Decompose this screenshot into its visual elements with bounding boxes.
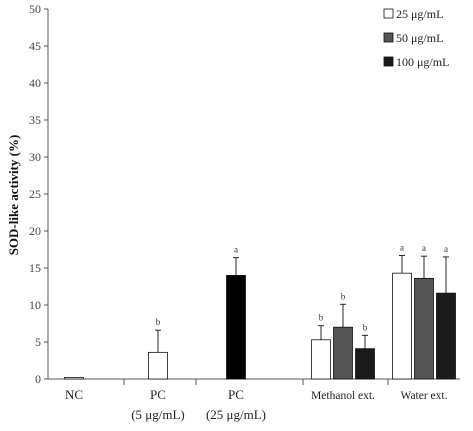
y-tick-label: 30	[29, 150, 41, 164]
x-category-label: Methanol ext.	[311, 390, 375, 402]
significance-letter: a	[400, 242, 404, 252]
bar	[148, 351, 168, 380]
bar	[392, 272, 412, 380]
legend-swatch	[383, 8, 394, 19]
y-tick-label: 20	[29, 224, 41, 238]
y-tick-label: 0	[35, 372, 41, 386]
significance-letter: b	[341, 291, 346, 301]
y-tick-label: 10	[29, 298, 41, 312]
significance-letter: b	[156, 317, 161, 327]
y-tick-label: 25	[29, 187, 41, 201]
legend-label: 100 μg/mL	[396, 55, 449, 69]
y-tick-label: 50	[29, 2, 41, 16]
bar	[64, 377, 84, 380]
x-category-label: PC	[150, 387, 166, 402]
x-category-label: Water ext.	[401, 390, 448, 402]
bar	[414, 277, 434, 380]
y-axis-label: SOD-like activity (%)	[6, 135, 21, 256]
bar	[355, 348, 375, 380]
y-tick-label: 15	[29, 261, 41, 275]
legend-label: 50 μg/mL	[396, 31, 443, 45]
x-category-sublabel: (5 μg/mL)	[131, 407, 185, 422]
legend-swatch	[383, 56, 394, 67]
legend-label: 25 μg/mL	[396, 7, 443, 21]
significance-letter: b	[363, 322, 368, 332]
significance-letter: b	[319, 313, 324, 323]
x-category-sublabel: (25 μg/mL)	[206, 407, 266, 422]
y-tick-label: 35	[29, 113, 41, 127]
bar	[226, 274, 246, 380]
x-category-label: NC	[65, 387, 83, 402]
significance-letter: a	[422, 243, 426, 253]
significance-letter: a	[234, 245, 238, 255]
bar	[436, 292, 456, 380]
y-tick-label: 45	[29, 39, 41, 53]
significance-letter: a	[444, 244, 448, 254]
y-tick-label: 40	[29, 76, 41, 90]
x-category-label: PC	[228, 387, 244, 402]
y-tick-label: 5	[35, 335, 41, 349]
legend-swatch	[383, 32, 394, 43]
bar	[311, 339, 331, 380]
bar	[333, 326, 353, 380]
